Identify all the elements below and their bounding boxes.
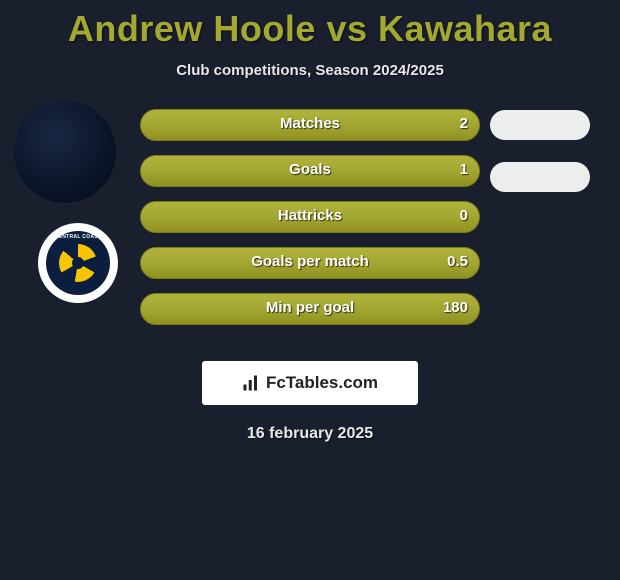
stat-row: Goals per match 0.5: [140, 247, 480, 279]
stat-value: 2: [460, 115, 468, 132]
stat-label: Goals per match: [140, 253, 480, 270]
club-badge-inner: CENTRAL COAST: [46, 231, 110, 295]
stat-label: Hattricks: [140, 207, 480, 224]
club-badge: CENTRAL COAST: [38, 223, 118, 303]
stat-label: Goals: [140, 161, 480, 178]
source-logo: FcTables.com: [202, 361, 418, 405]
player-avatar: [14, 101, 116, 203]
bar-chart-icon: [242, 374, 260, 392]
right-pills: [490, 109, 610, 214]
stat-value: 0: [460, 207, 468, 224]
subtitle: Club competitions, Season 2024/2025: [0, 62, 620, 79]
blank-pill: [490, 110, 590, 140]
blank-pill: [490, 162, 590, 192]
club-badge-text: CENTRAL COAST: [55, 234, 102, 240]
stat-row: Min per goal 180: [140, 293, 480, 325]
left-avatars: CENTRAL COAST: [10, 101, 130, 303]
comparison-content: CENTRAL COAST Matches 2 Goals 1 Hattrick…: [0, 109, 620, 349]
stat-bars: Matches 2 Goals 1 Hattricks 0 Goals per …: [140, 109, 480, 339]
club-badge-swirl-icon: [59, 244, 97, 282]
stat-value: 1: [460, 161, 468, 178]
stat-value: 180: [443, 299, 468, 316]
stat-label: Min per goal: [140, 299, 480, 316]
stat-row: Matches 2: [140, 109, 480, 141]
date-text: 16 february 2025: [0, 425, 620, 443]
page-title: Andrew Hoole vs Kawahara: [0, 0, 620, 50]
stat-value: 0.5: [447, 253, 468, 270]
source-logo-text: FcTables.com: [266, 373, 378, 393]
stat-row: Hattricks 0: [140, 201, 480, 233]
stat-label: Matches: [140, 115, 480, 132]
stat-row: Goals 1: [140, 155, 480, 187]
